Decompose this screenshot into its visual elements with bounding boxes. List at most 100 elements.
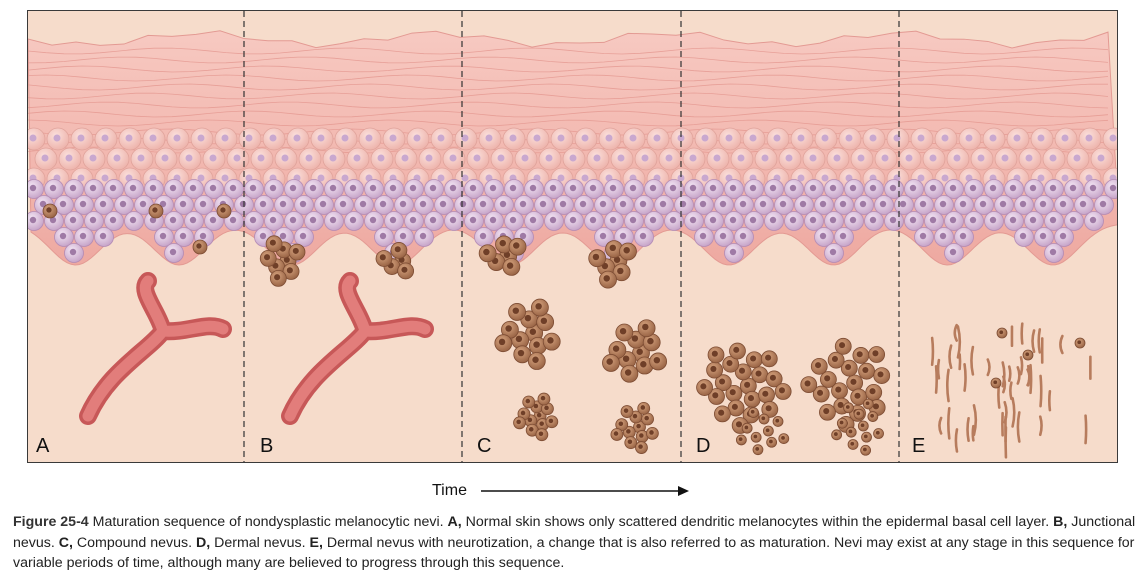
spindle-cell (1016, 411, 1021, 443)
cell-nucleus (809, 154, 817, 162)
caption-c-label: C, (58, 534, 73, 551)
melanocyte-nucleus (622, 355, 630, 362)
cell-nucleus (769, 184, 777, 192)
melanocyte-nucleus (512, 307, 520, 314)
melanocyte-nucleus (877, 371, 884, 378)
cell-nucleus (581, 174, 589, 182)
cell-nucleus (109, 216, 117, 224)
cell-nucleus (169, 248, 177, 256)
cell-nucleus (309, 216, 317, 224)
melanocyte-nucleus (712, 392, 719, 399)
melanocyte-nucleus (638, 444, 643, 449)
cell-nucleus (239, 200, 247, 208)
cell-nucleus (859, 200, 867, 208)
spindle-cell (934, 365, 938, 394)
cell-nucleus (989, 134, 997, 142)
melanocyte-nucleus (547, 337, 554, 344)
cell-nucleus (1109, 184, 1117, 192)
melanocyte-nucleus (529, 328, 537, 335)
cell-nucleus (789, 216, 797, 224)
melanocyte-nucleus (274, 274, 281, 281)
cell-nucleus (533, 134, 541, 142)
cell-nucleus (229, 184, 237, 192)
cell-nucleus (917, 134, 925, 142)
cell-nucleus (749, 184, 757, 192)
cell-nucleus (1099, 200, 1107, 208)
melanocyte-nucleus (623, 246, 630, 254)
spindle-cell (938, 416, 943, 435)
cell-nucleus (329, 216, 337, 224)
spindle-cell (936, 358, 941, 380)
cell-nucleus (669, 216, 677, 224)
cell-nucleus (701, 174, 709, 182)
melanocyte-nucleus (286, 267, 293, 274)
cell-nucleus (459, 200, 467, 208)
melanocyte-nucleus (640, 405, 646, 410)
cell-nucleus (649, 184, 657, 192)
cell-nucleus (341, 134, 349, 142)
cell-nucleus (289, 216, 297, 224)
caption-intro: Maturation sequence of nondysplastic mel… (88, 514, 448, 530)
melanocyte-nucleus (642, 323, 649, 331)
cell-nucleus (809, 184, 817, 192)
cell-nucleus (821, 174, 829, 182)
cell-nucleus (509, 134, 517, 142)
cell-nucleus (965, 134, 973, 142)
melanocyte-nucleus (535, 303, 542, 310)
cell-nucleus (41, 154, 49, 162)
cell-nucleus (329, 184, 337, 192)
melanocyte-nucleus (613, 256, 621, 263)
cell-nucleus (101, 174, 109, 182)
cell-nucleus (1029, 184, 1037, 192)
cell-nucleus (99, 200, 107, 208)
cell-nucleus (65, 154, 73, 162)
cell-nucleus (1019, 232, 1027, 240)
spindle-cell (971, 424, 975, 442)
blood-vessel-lumen (284, 275, 431, 422)
melanocyte-nucleus (738, 367, 746, 374)
cell-nucleus (609, 216, 617, 224)
melanocyte-nucleus (850, 378, 857, 385)
cell-nucleus (289, 184, 297, 192)
cell-nucleus (113, 154, 121, 162)
melanocyte-nucleus (536, 412, 542, 418)
cell-nucleus (737, 154, 745, 162)
melanocyte-nucleus (768, 439, 773, 444)
cell-nucleus (639, 232, 647, 240)
cell-nucleus (497, 154, 505, 162)
cell-nucleus (299, 232, 307, 240)
cell-nucleus (929, 216, 937, 224)
cell-nucleus (1049, 184, 1057, 192)
cell-nucleus (969, 184, 977, 192)
cell-nucleus (249, 216, 257, 224)
cell-nucleus (599, 232, 607, 240)
cell-nucleus (199, 200, 207, 208)
melanocyte-nucleus (626, 429, 631, 434)
melanocyte-nucleus (540, 395, 546, 401)
cell-nucleus (419, 232, 427, 240)
melanocyte-nucleus (196, 243, 202, 249)
cell-nucleus (269, 134, 277, 142)
cell-nucleus (49, 216, 57, 224)
cell-nucleus (59, 200, 67, 208)
spindle-cell (1059, 334, 1064, 355)
cell-nucleus (1049, 248, 1057, 256)
cell-nucleus (185, 154, 193, 162)
cell-nucleus (569, 184, 577, 192)
cell-nucleus (409, 216, 417, 224)
cell-nucleus (245, 134, 253, 142)
cell-nucleus (29, 216, 37, 224)
cell-nucleus (729, 184, 737, 192)
cell-nucleus (89, 184, 97, 192)
cell-nucleus (79, 200, 87, 208)
cell-nucleus (761, 154, 769, 162)
cell-nucleus (713, 154, 721, 162)
melanocyte-nucleus (513, 242, 520, 249)
cell-nucleus (221, 134, 229, 142)
melanocyte-nucleus (744, 425, 749, 430)
cell-nucleus (413, 134, 421, 142)
melanocyte-nucleus (845, 405, 850, 409)
cell-nucleus (629, 134, 637, 142)
melanocyte-nucleus (544, 405, 549, 411)
melanocyte-nucleus (639, 433, 644, 438)
